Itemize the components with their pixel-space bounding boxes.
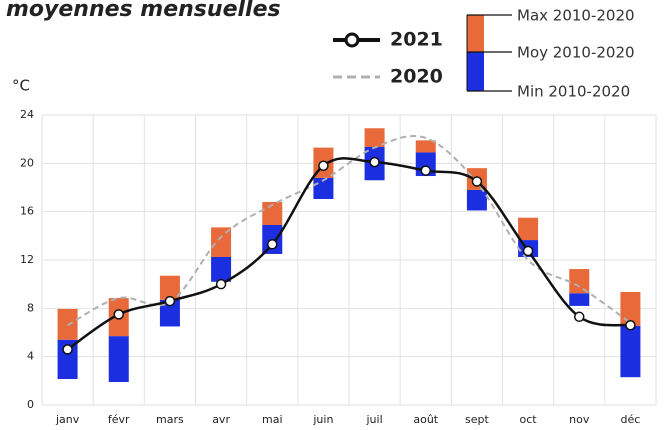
line-marker [522,245,534,257]
bar-moy-max [262,202,283,225]
x-tick-label: févr [108,413,130,426]
line-marker [62,344,73,355]
bar-moy-max [620,292,641,326]
line-marker [113,309,124,320]
line-marker [164,295,176,307]
x-tick-label: oct [520,413,538,426]
line-marker [215,278,227,290]
bar-moy-max [518,217,539,241]
bar-min-moy [620,325,641,378]
x-tick-label: juil [366,413,383,426]
y-tick-label: 16 [20,205,34,218]
x-tick-label: sept [465,413,489,426]
legend-label: 2020 [390,66,443,88]
y-tick-label: 0 [27,398,34,411]
legend-swatch-min [467,52,484,91]
line-marker [267,239,278,250]
line-marker [318,160,329,171]
y-tick-label: 12 [20,253,34,266]
legend-marker [344,32,360,48]
y-axis-label: °C [12,77,30,95]
x-tick-label: août [413,413,438,426]
bar-min-moy [108,336,129,383]
legend-swatch-max [467,15,484,52]
line-marker [369,156,380,168]
legend-label: Moy 2010-2020 [517,44,635,62]
x-tick-label: juin [312,413,333,426]
x-tick-label: avr [212,413,230,426]
bar-moy-max [569,269,590,294]
bar-min-moy [569,293,590,306]
y-tick-label: 24 [20,108,34,121]
bar-moy-max [415,140,436,153]
bar-moy-max [211,227,232,257]
x-tick-label: mai [262,413,283,426]
legend-label: 2021 [390,29,443,51]
y-tick-label: 4 [27,350,34,363]
bar-min-moy [159,299,180,327]
line-marker [625,320,636,331]
x-tick-label: janv [55,413,80,426]
legend-label: Max 2010-2020 [517,7,635,25]
line-marker [471,176,483,187]
x-tick-label: nov [569,413,590,426]
legend-label: Min 2010-2020 [517,83,630,101]
line-marker [574,311,585,323]
line-marker [420,165,431,176]
bar-moy-max [159,275,180,300]
bar-min-moy [211,256,232,282]
bar-moy-max [364,128,385,148]
bar-min-moy [466,189,487,211]
x-tick-label: mars [156,413,184,426]
x-tick-label: déc [621,413,641,426]
y-tick-label: 8 [27,301,34,314]
y-tick-label: 20 [20,156,34,169]
chart-title: moyennes mensuelles [6,0,281,22]
